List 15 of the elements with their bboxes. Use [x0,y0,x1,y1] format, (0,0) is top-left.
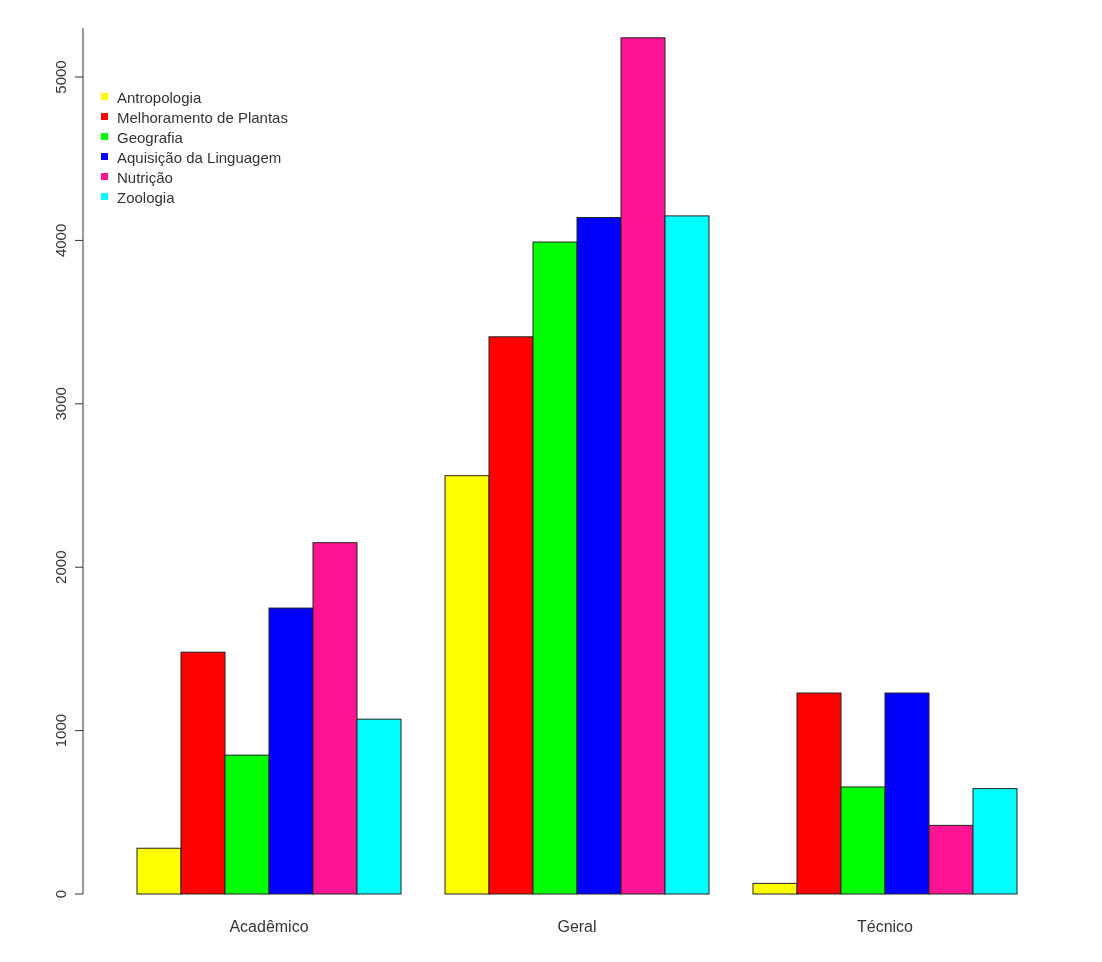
y-tick-label: 1000 [52,713,70,748]
x-tick-label: Acadêmico [229,918,309,935]
legend-label: Antropologia [117,89,202,107]
legend-label: Zoologia [117,189,176,207]
y-tick-label: 2000 [52,550,70,584]
legend-label: Aquisição da Linguagem [117,149,282,167]
x-tick-label: Geral [557,918,597,935]
legend-label: Geografia [117,129,184,147]
y-tick-label: 3000 [52,387,70,421]
legend-label: Melhoramento de Plantas [117,109,288,127]
x-tick-label: Técnico [856,918,914,935]
y-tick-label: 4000 [52,223,70,258]
y-tick-label: 5000 [52,60,70,94]
y-tick-label: 0 [52,889,70,899]
legend-label: Nutrição [117,169,173,187]
